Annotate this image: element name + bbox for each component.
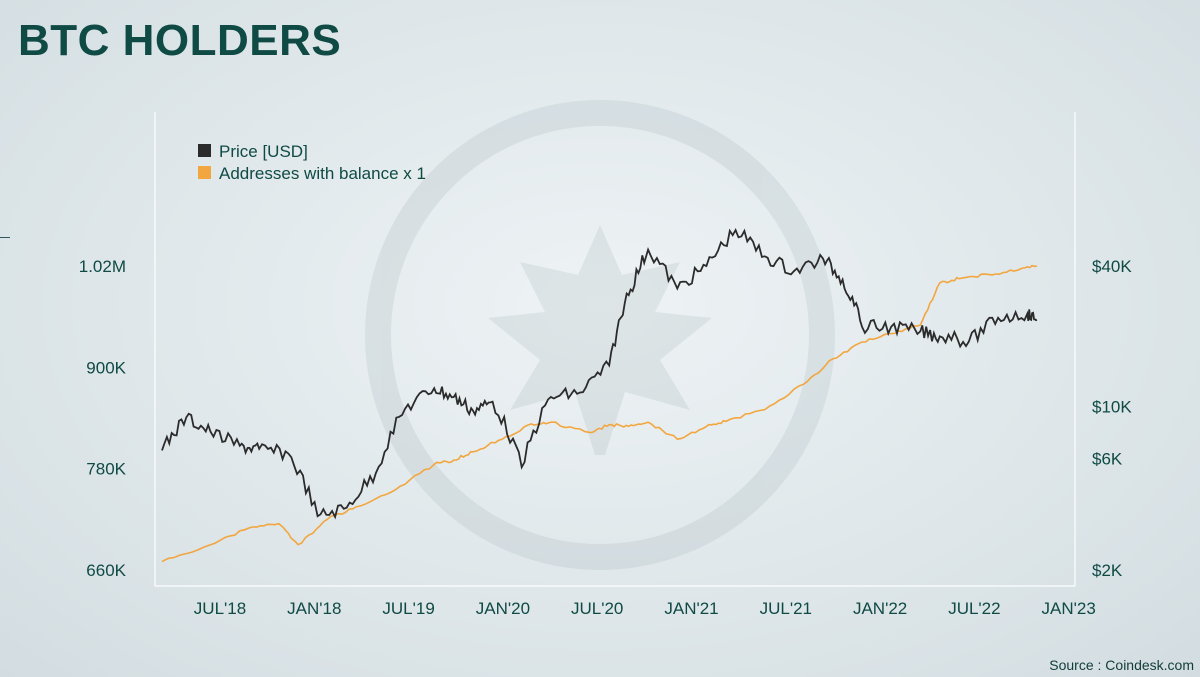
x-tick-label: JUL'18 bbox=[194, 599, 246, 618]
legend-swatch-addresses bbox=[198, 166, 211, 179]
x-tick-label: JAN'22 bbox=[853, 599, 907, 618]
legend-label-addresses: Addresses with balance x 1 bbox=[219, 164, 426, 183]
x-tick-label: JAN'20 bbox=[476, 599, 530, 618]
x-tick-label: JAN'18 bbox=[287, 599, 341, 618]
right-tick-label: $2K bbox=[1092, 561, 1123, 580]
x-axis-tick-labels: JUL'18 JAN'18 JUL'19 JAN'20 JUL'20 JAN'21 JUL'… bbox=[194, 599, 1096, 618]
series-line-addresses bbox=[161, 264, 1038, 563]
x-tick-label: JUL'19 bbox=[382, 599, 434, 618]
x-tick-label: JUL'21 bbox=[760, 599, 812, 618]
right-tick-label: $10K bbox=[1092, 398, 1132, 417]
legend: Price [USD] Addresses with balance x 1 bbox=[198, 142, 426, 183]
series-line-price bbox=[161, 228, 1038, 520]
watermark-logo bbox=[365, 100, 835, 570]
x-tick-label: JUL'20 bbox=[571, 599, 623, 618]
side-marker bbox=[0, 237, 10, 238]
left-tick-label: 900K bbox=[86, 358, 126, 377]
right-axis-tick-labels: $2K $6K $10K $40K bbox=[1092, 257, 1132, 580]
left-tick-label: 660K bbox=[86, 561, 126, 580]
left-tick-label: 780K bbox=[86, 460, 126, 479]
left-axis-tick-labels: 660K 780K 900K 1.02M bbox=[79, 257, 127, 580]
legend-swatch-price bbox=[198, 144, 211, 157]
x-tick-label: JAN'21 bbox=[664, 599, 718, 618]
left-tick-label: 1.02M bbox=[79, 257, 126, 276]
legend-label-price: Price [USD] bbox=[219, 142, 308, 161]
source-note: Source : Coindesk.com bbox=[1049, 657, 1194, 673]
right-tick-label: $40K bbox=[1092, 257, 1132, 276]
x-tick-label: JUL'22 bbox=[948, 599, 1000, 618]
chart-title: BTC HOLDERS bbox=[18, 16, 342, 65]
right-tick-label: $6K bbox=[1092, 450, 1123, 469]
x-tick-label: JAN'23 bbox=[1042, 599, 1096, 618]
